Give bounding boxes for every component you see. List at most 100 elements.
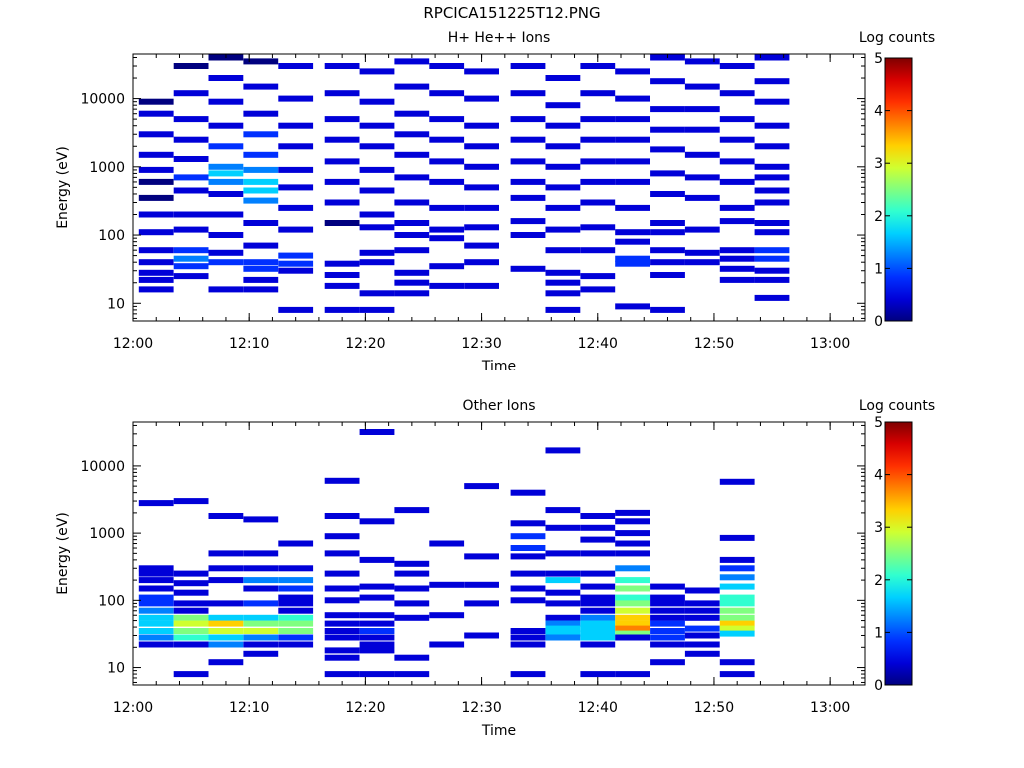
spectrogram-cell bbox=[464, 553, 499, 560]
spectrogram-cell bbox=[684, 587, 720, 594]
spectrogram-cell bbox=[173, 156, 209, 162]
spectrogram-cell bbox=[278, 95, 314, 102]
spectrogram-cell bbox=[278, 122, 314, 129]
spectrogram-cell bbox=[580, 158, 616, 165]
spectrogram-cell bbox=[464, 224, 499, 231]
spectrogram-cell bbox=[684, 259, 720, 266]
spectrogram-cell bbox=[684, 83, 720, 90]
spectrogram-cell bbox=[719, 255, 755, 262]
spectrogram-cell bbox=[510, 553, 546, 560]
spectrogram-cell bbox=[684, 600, 720, 607]
spectrogram-cell bbox=[173, 589, 209, 596]
spectrogram-cell bbox=[545, 447, 581, 454]
spectrogram-cell bbox=[650, 583, 685, 590]
spectrogram-cell bbox=[138, 110, 174, 117]
panel-title: H+ He++ Ions bbox=[448, 30, 551, 46]
spectrogram-cell bbox=[545, 507, 581, 514]
spectrogram-cell bbox=[394, 507, 430, 514]
spectrogram-cell bbox=[359, 583, 395, 590]
spectrogram-cell bbox=[510, 671, 546, 678]
spectrogram-cell bbox=[324, 63, 360, 69]
spectrogram-cell bbox=[138, 607, 174, 614]
x-tick-label: 12:40 bbox=[578, 700, 618, 716]
colorbar bbox=[884, 421, 913, 686]
spectrogram-cell bbox=[510, 63, 546, 69]
spectrogram-cell bbox=[615, 607, 650, 614]
spectrogram-cell bbox=[278, 63, 314, 69]
spectrogram-cell bbox=[464, 163, 499, 170]
spectrogram-cell bbox=[650, 628, 685, 634]
spectrogram-cell bbox=[394, 279, 430, 286]
spectrogram-cell bbox=[173, 498, 209, 505]
spectrogram-cell bbox=[278, 184, 314, 191]
spectrogram-cell bbox=[243, 131, 279, 138]
spectrogram-cell bbox=[208, 513, 244, 519]
spectrogram-cell bbox=[359, 641, 395, 648]
colorbar-tick-label: 0 bbox=[874, 678, 883, 694]
spectrogram-cell bbox=[684, 607, 720, 614]
spectrogram-cell bbox=[650, 106, 685, 113]
spectrogram-cell bbox=[684, 614, 720, 621]
spectrogram-cell bbox=[719, 630, 755, 637]
spectrogram-cell bbox=[650, 659, 685, 666]
spectrogram-cell bbox=[173, 620, 209, 627]
spectrogram-cell bbox=[580, 594, 616, 601]
spectrogram-cell bbox=[359, 259, 395, 266]
spectrogram-cell bbox=[615, 178, 650, 185]
spectrogram-cell bbox=[243, 242, 279, 249]
spectrogram-cell bbox=[545, 290, 581, 297]
spectrogram-cell bbox=[208, 178, 244, 185]
spectrogram-cell bbox=[324, 90, 360, 97]
colorbar-tick-label: 1 bbox=[874, 625, 883, 641]
spectrogram-cell bbox=[615, 585, 650, 592]
spectrogram-cell bbox=[208, 600, 244, 607]
spectrogram-cell bbox=[650, 634, 685, 641]
spectrogram-cell bbox=[580, 550, 616, 557]
spectrogram-cell bbox=[324, 199, 360, 206]
x-tick-label: 12:00 bbox=[113, 700, 153, 716]
spectrogram-cell bbox=[510, 533, 546, 540]
spectrogram-cell bbox=[243, 585, 279, 592]
spectrogram-cell bbox=[754, 220, 790, 226]
spectrogram-cell bbox=[719, 204, 755, 211]
spectrogram-cell bbox=[138, 194, 174, 201]
spectrogram-cell bbox=[545, 75, 581, 81]
spectrogram-cell bbox=[615, 229, 650, 236]
spectrogram-cell bbox=[545, 279, 581, 286]
spectrogram-cell bbox=[359, 647, 395, 654]
spectrogram-cell bbox=[208, 98, 244, 105]
spectrogram-cell bbox=[324, 620, 360, 627]
spectrogram-cell bbox=[394, 58, 430, 65]
spectrogram-cell bbox=[719, 116, 755, 123]
spectrogram-cell bbox=[173, 255, 209, 262]
spectrogram-cell bbox=[615, 634, 650, 641]
spectrogram-cell bbox=[684, 632, 720, 639]
spectrogram-cell bbox=[719, 565, 755, 572]
spectrogram-cell bbox=[173, 187, 209, 194]
spectrogram-cell bbox=[684, 625, 720, 632]
top-spectrogram-panel: H+ He++ Ions 12:00 12:10 12:20 12:30 12:40 12:… bbox=[55, 30, 935, 370]
spectrogram-cell bbox=[754, 229, 790, 236]
spectrogram-cell bbox=[719, 574, 755, 581]
spectrogram-cell bbox=[208, 577, 244, 584]
spectrogram-cell bbox=[208, 191, 244, 197]
spectrogram-cell bbox=[324, 570, 360, 577]
spectrogram-cell bbox=[243, 276, 279, 283]
spectrogram-cell bbox=[615, 630, 650, 637]
spectrogram-cell bbox=[684, 126, 720, 133]
spectrogram-cell bbox=[615, 565, 650, 572]
spectrogram-cell bbox=[615, 620, 650, 627]
spectrogram-cell bbox=[359, 224, 395, 231]
spectrogram-cell bbox=[208, 641, 244, 648]
spectrogram-cell bbox=[650, 247, 685, 254]
spectrogram-cell bbox=[464, 143, 499, 150]
spectrogram-cell bbox=[208, 211, 244, 218]
spectrogram-cell bbox=[719, 218, 755, 225]
spectrogram-cell bbox=[429, 263, 465, 270]
spectrogram-cell bbox=[545, 102, 581, 109]
spectrogram-cell bbox=[208, 143, 244, 150]
colorbar-tick-label: 5 bbox=[874, 51, 883, 67]
spectrogram-cell bbox=[208, 163, 244, 170]
spectrogram-cell bbox=[510, 178, 546, 185]
spectrogram-cell bbox=[615, 116, 650, 123]
